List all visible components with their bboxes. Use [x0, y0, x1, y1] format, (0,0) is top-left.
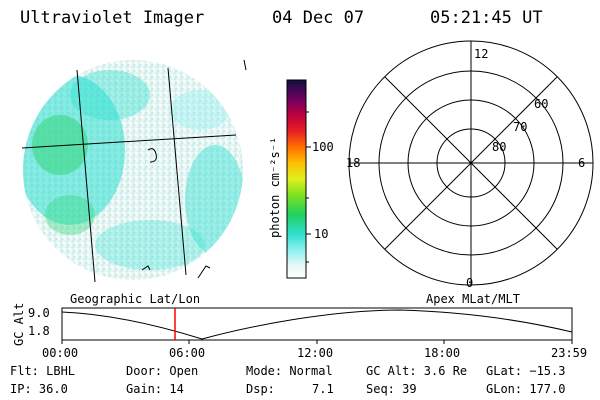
time-tick-0600: 06:00: [169, 346, 206, 360]
ip-status: IP: 36.0: [10, 382, 68, 396]
sequence-status: Seq: 39: [366, 382, 417, 396]
apex-label: Apex MLat/MLT: [426, 292, 520, 306]
dsp-label: Dsp:: [246, 382, 275, 396]
mlt-label-18: 18: [346, 156, 361, 170]
polar-plot: [348, 40, 594, 286]
colorbar: [286, 79, 311, 279]
dsp-value: 7.1: [312, 382, 334, 396]
gc-alt-status: GC Alt: 3.6 Re: [366, 364, 468, 378]
uv-image-disk: [21, 59, 247, 283]
altitude-axis-label: GC Alt: [12, 302, 26, 346]
lat-label-70: 70: [513, 120, 528, 134]
door-status: Door: Open: [126, 364, 199, 378]
colorbar-tick-10: 10: [314, 227, 329, 241]
glon-status: GLon: 177.0: [486, 382, 566, 396]
instrument-title: Ultraviolet Imager: [20, 8, 205, 28]
altitude-strip: [61, 307, 573, 344]
date-label: 04 Dec 07: [272, 8, 365, 28]
colorbar-unit-label: photon cm⁻²s⁻¹: [268, 136, 282, 238]
time-tick-0000: 00:00: [42, 346, 79, 360]
time-tick-2359: 23:59: [551, 346, 588, 360]
colorbar-tick-100: 100: [312, 140, 334, 154]
mlt-label-12: 12: [474, 47, 489, 61]
glat-status: GLat: −15.3: [486, 364, 566, 378]
altitude-tick-high: 9.0: [28, 306, 50, 320]
mode-status: Mode: Normal: [246, 364, 333, 378]
altitude-tick-low: 1.8: [28, 324, 50, 338]
gain-status: Gain: 14: [126, 382, 184, 396]
lat-label-60: 60: [534, 97, 549, 111]
filter-status: Flt: LBHL: [10, 364, 76, 378]
time-label: 05:21:45 UT: [430, 8, 543, 28]
lat-label-80: 80: [492, 140, 507, 154]
mlt-label-0: 0: [466, 276, 474, 290]
geographic-label: Geographic Lat/Lon: [70, 292, 201, 306]
time-tick-1800: 18:00: [424, 346, 461, 360]
mlt-label-6: 6: [578, 156, 586, 170]
time-tick-1200: 12:00: [297, 346, 334, 360]
